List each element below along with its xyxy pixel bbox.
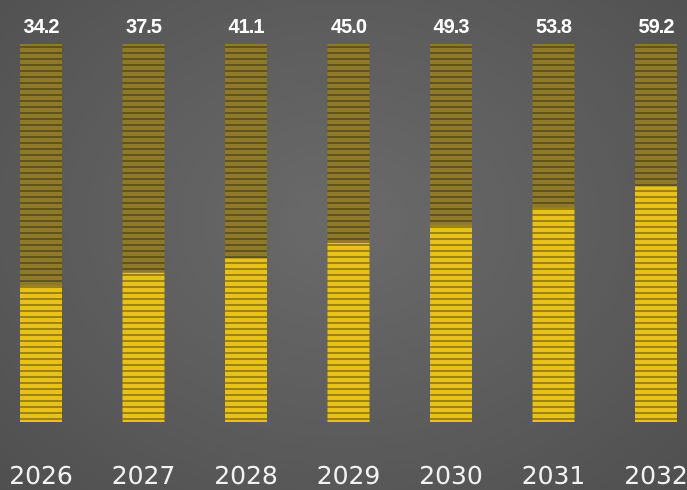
value-label-2028: 41.1 <box>229 16 265 38</box>
x-tick-label-2032: 2032 <box>624 461 687 490</box>
x-tick-label-2028: 2028 <box>214 461 278 490</box>
bar-stripes-2031 <box>532 44 575 422</box>
bar-stripes-2027 <box>122 44 165 422</box>
x-tick-label-2030: 2030 <box>419 461 483 490</box>
x-tick-label-2026: 2026 <box>9 461 73 490</box>
value-label-2026: 34.2 <box>24 16 60 38</box>
bars-group <box>20 44 677 422</box>
x-tick-label-2031: 2031 <box>522 461 586 490</box>
bar-stripes-2026 <box>20 44 62 422</box>
bar-stripes-2029 <box>327 44 370 422</box>
x-tick-label-2027: 2027 <box>112 461 176 490</box>
value-label-2030: 49.3 <box>434 16 470 38</box>
bar-stripes-2030 <box>430 44 472 422</box>
bar-stripes-2028 <box>225 44 267 422</box>
value-label-2029: 45.0 <box>331 16 367 38</box>
value-label-2027: 37.5 <box>126 16 162 38</box>
bar-stripes-2032 <box>635 44 677 422</box>
value-label-2031: 53.8 <box>536 16 572 38</box>
x-tick-label-2029: 2029 <box>317 461 381 490</box>
year-labels-group: 2026 2027 2028 2029 2030 2031 2032 <box>9 461 687 490</box>
value-label-2032: 59.2 <box>639 16 675 38</box>
value-labels-group: 34.2 37.5 41.1 45.0 49.3 53.8 59.2 <box>24 16 676 38</box>
